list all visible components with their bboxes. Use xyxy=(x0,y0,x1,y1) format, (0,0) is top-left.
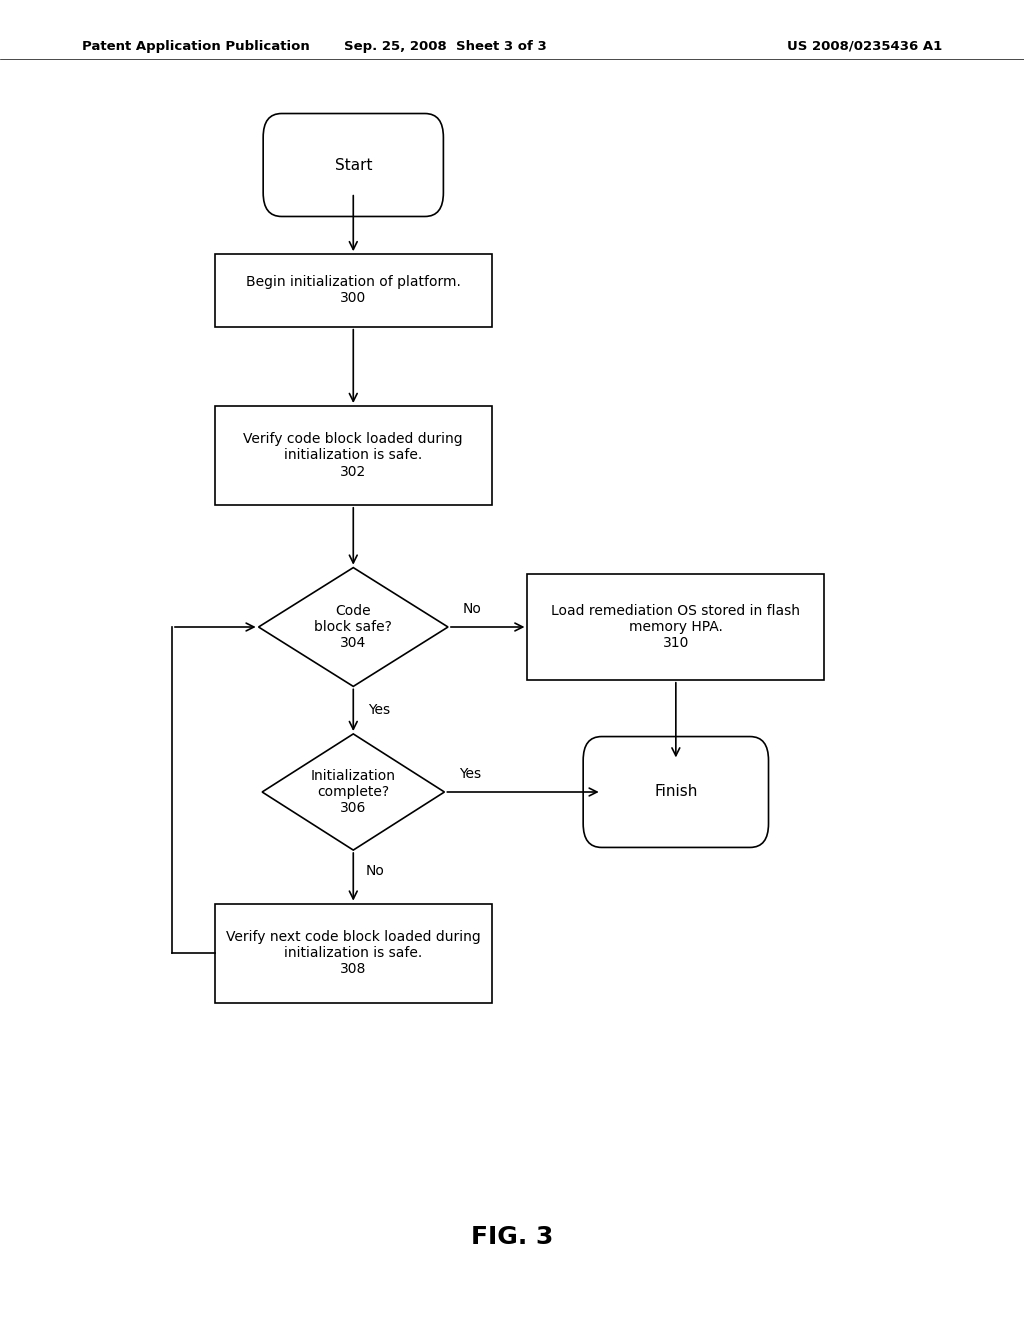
Polygon shape xyxy=(262,734,444,850)
Text: FIG. 3: FIG. 3 xyxy=(471,1225,553,1249)
Polygon shape xyxy=(258,568,449,686)
Text: Patent Application Publication: Patent Application Publication xyxy=(82,40,309,53)
Text: Begin initialization of platform.
300: Begin initialization of platform. 300 xyxy=(246,276,461,305)
Text: No: No xyxy=(366,865,384,878)
FancyBboxPatch shape xyxy=(263,114,443,216)
Text: Verify code block loaded during
initialization is safe.
302: Verify code block loaded during initiali… xyxy=(244,432,463,479)
Text: Finish: Finish xyxy=(654,784,697,800)
Text: Sep. 25, 2008  Sheet 3 of 3: Sep. 25, 2008 Sheet 3 of 3 xyxy=(344,40,547,53)
Text: Initialization
complete?
306: Initialization complete? 306 xyxy=(310,768,396,816)
Text: No: No xyxy=(463,602,481,615)
Text: Verify next code block loaded during
initialization is safe.
308: Verify next code block loaded during ini… xyxy=(226,929,480,977)
Text: Yes: Yes xyxy=(368,704,390,717)
Text: US 2008/0235436 A1: US 2008/0235436 A1 xyxy=(786,40,942,53)
FancyBboxPatch shape xyxy=(584,737,768,847)
Bar xyxy=(527,574,824,680)
Text: Load remediation OS stored in flash
memory HPA.
310: Load remediation OS stored in flash memo… xyxy=(551,603,801,651)
Text: Code
block safe?
304: Code block safe? 304 xyxy=(314,603,392,651)
Bar xyxy=(215,407,492,504)
Bar xyxy=(215,903,492,1003)
Text: Start: Start xyxy=(335,157,372,173)
Bar xyxy=(215,253,492,326)
Text: Yes: Yes xyxy=(459,767,481,780)
